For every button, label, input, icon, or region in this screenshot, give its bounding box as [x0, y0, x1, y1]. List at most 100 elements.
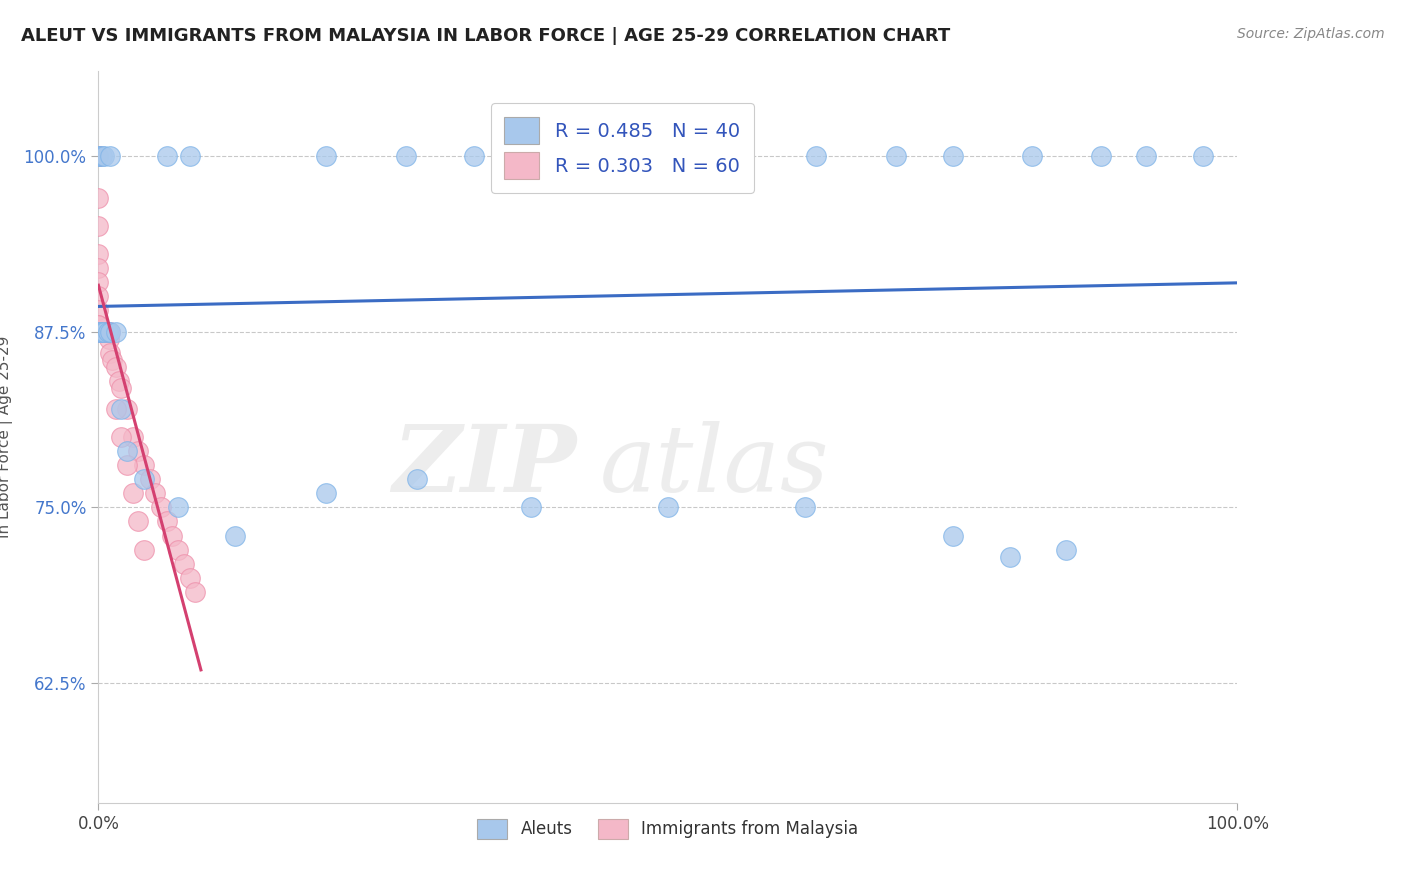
Point — [90, 325, 112, 339]
Point — [127, 515, 149, 529]
Point — [104, 401, 127, 416]
Point — [657, 149, 679, 163]
Text: ALEUT VS IMMIGRANTS FROM MALAYSIA IN LABOR FORCE | AGE 25-29 CORRELATION CHART: ALEUT VS IMMIGRANTS FROM MALAYSIA IN LAB… — [21, 27, 950, 45]
Point — [315, 486, 337, 500]
Point — [463, 149, 485, 163]
Text: Source: ZipAtlas.com: Source: ZipAtlas.com — [1237, 27, 1385, 41]
Point — [167, 542, 190, 557]
Point — [115, 401, 138, 416]
Legend: Aleuts, Immigrants from Malaysia: Aleuts, Immigrants from Malaysia — [471, 812, 865, 846]
Point — [156, 149, 179, 163]
Point — [793, 500, 815, 515]
Point — [145, 486, 167, 500]
Point — [89, 325, 111, 339]
Point — [98, 325, 121, 339]
Point — [156, 515, 179, 529]
Point — [138, 472, 160, 486]
Point — [96, 325, 118, 339]
Point — [132, 542, 155, 557]
Point — [110, 401, 132, 416]
Point — [315, 149, 337, 163]
Point — [162, 528, 184, 542]
Point — [942, 149, 965, 163]
Point — [89, 325, 111, 339]
Point — [96, 325, 118, 339]
Point — [87, 191, 110, 205]
Point — [90, 325, 112, 339]
Point — [657, 500, 679, 515]
Point — [884, 149, 907, 163]
Point — [96, 325, 118, 339]
Text: ZIP: ZIP — [392, 421, 576, 511]
Point — [87, 318, 110, 332]
Point — [150, 500, 173, 515]
Point — [725, 149, 748, 163]
Point — [520, 500, 543, 515]
Point — [179, 571, 201, 585]
Point — [87, 149, 110, 163]
Point — [90, 149, 112, 163]
Point — [98, 325, 121, 339]
Point — [91, 325, 114, 339]
Point — [98, 345, 121, 359]
Point — [87, 276, 110, 290]
Point — [121, 430, 143, 444]
Point — [167, 500, 190, 515]
Point — [87, 261, 110, 276]
Point — [93, 149, 115, 163]
Point — [93, 325, 115, 339]
Point — [115, 458, 138, 473]
Text: atlas: atlas — [599, 421, 830, 511]
Point — [87, 149, 110, 163]
Point — [87, 325, 110, 339]
Point — [1021, 149, 1043, 163]
Point — [184, 584, 207, 599]
Point — [406, 472, 429, 486]
Point — [98, 149, 121, 163]
Point — [565, 149, 588, 163]
Point — [942, 528, 965, 542]
Point — [1090, 149, 1112, 163]
Point — [115, 444, 138, 458]
Point — [87, 149, 110, 163]
Point — [87, 149, 110, 163]
Point — [132, 472, 155, 486]
Point — [87, 325, 110, 339]
Point — [94, 325, 117, 339]
Point — [110, 430, 132, 444]
Point — [87, 325, 110, 339]
Point — [87, 325, 110, 339]
Point — [87, 149, 110, 163]
Point — [101, 352, 124, 367]
Point — [87, 247, 110, 261]
Point — [87, 325, 110, 339]
Point — [1192, 149, 1215, 163]
Point — [89, 325, 111, 339]
Point — [224, 528, 246, 542]
Y-axis label: In Labor Force | Age 25-29: In Labor Force | Age 25-29 — [0, 336, 13, 538]
Point — [121, 486, 143, 500]
Point — [87, 149, 110, 163]
Point — [127, 444, 149, 458]
Point — [93, 325, 115, 339]
Point — [87, 303, 110, 318]
Point — [395, 149, 418, 163]
Point — [87, 289, 110, 303]
Point — [104, 325, 127, 339]
Point — [87, 149, 110, 163]
Point — [1054, 542, 1078, 557]
Point — [87, 149, 110, 163]
Point — [96, 325, 118, 339]
Point — [110, 381, 132, 395]
Point — [90, 325, 112, 339]
Point — [90, 325, 112, 339]
Point — [104, 359, 127, 374]
Point — [1135, 149, 1157, 163]
Point — [93, 325, 115, 339]
Point — [87, 219, 110, 233]
Point — [998, 549, 1021, 564]
Point — [108, 374, 131, 388]
Point — [173, 557, 195, 571]
Point — [97, 332, 120, 346]
Point — [179, 149, 201, 163]
